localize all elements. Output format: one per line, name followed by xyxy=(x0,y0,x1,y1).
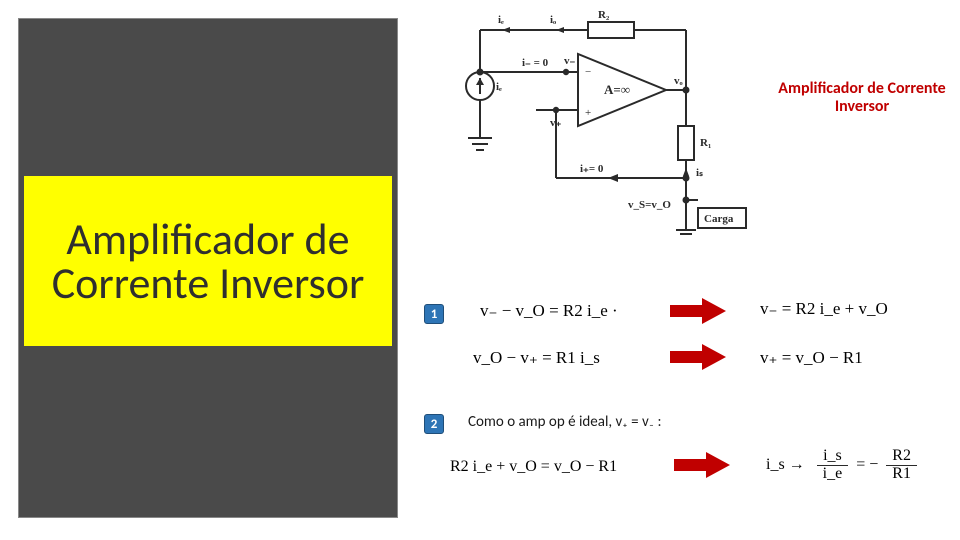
lbl-vplus: v₊ xyxy=(550,117,562,129)
arrow-3 xyxy=(674,452,730,478)
lbl-vs: v_S=v_O xyxy=(628,199,671,211)
step-badge-1-n: 1 xyxy=(431,307,438,322)
lbl-iminus: i₋ = 0 xyxy=(522,57,549,69)
svg-text:−: − xyxy=(585,66,591,78)
step-badge-2-n: 2 xyxy=(431,417,438,432)
eq-2b: i_s → i_s i_e = − R2 R1 xyxy=(766,448,917,483)
eq-2a: R2 i_e + v_O = v_O − R1 xyxy=(450,458,617,476)
eq-1c: v_O − v₊ = R1 i_s xyxy=(473,348,600,368)
eq-2b-prefix: i_s → xyxy=(766,456,805,473)
slide-root: Amplificador de Corrente Inversor Amplif… xyxy=(0,0,960,540)
eq-2b-den-l: i_e xyxy=(817,466,849,483)
header-label: Amplificador de Corrente Inversor xyxy=(776,80,948,115)
eq-2b-eq: = − xyxy=(852,456,882,473)
circuit-svg: − + xyxy=(438,8,758,238)
circuit-diagram: − + xyxy=(438,8,758,238)
eq-1d: v₊ = v_O − R1 xyxy=(760,348,863,368)
lbl-io-top: iₒ xyxy=(550,14,556,26)
eq-2b-num-r: R2 xyxy=(886,448,917,466)
svg-text:+: + xyxy=(585,107,591,119)
header-label-text: Amplificador de Corrente Inversor xyxy=(778,79,945,116)
lbl-iplus: i₊= 0 xyxy=(580,163,604,175)
lbl-carga: Carga xyxy=(704,213,734,225)
arrow-1 xyxy=(670,298,726,324)
lbl-R1: R₁ xyxy=(700,137,711,149)
eq-2b-den-r: R1 xyxy=(886,466,917,483)
title-block: Amplificador de Corrente Inversor xyxy=(24,176,392,346)
step-badge-2: 2 xyxy=(424,414,444,434)
eq-2b-frac-right: R2 R1 xyxy=(886,448,917,483)
eq-1a: v₋ − v_O = R2 i_e · xyxy=(480,301,618,321)
lbl-vminus: v₋ xyxy=(564,55,576,67)
lbl-A: A=∞ xyxy=(604,82,630,97)
lbl-src: iₑ xyxy=(496,81,502,93)
note-step2: Como o amp op é ideal, v₊ = v₋ : xyxy=(468,413,662,431)
lbl-R2: R₂ xyxy=(598,9,610,21)
step-badge-1: 1 xyxy=(424,304,444,324)
lbl-is: iₛ xyxy=(696,167,703,179)
eq-2b-frac-left: i_s i_e xyxy=(817,448,849,483)
lbl-vo: vₒ xyxy=(674,75,683,87)
arrow-2 xyxy=(670,344,726,370)
eq-1b: v₋ = R2 i_e + v_O xyxy=(760,299,888,319)
title-text: Amplificador de Corrente Inversor xyxy=(24,217,392,305)
lbl-ie-top: iₑ xyxy=(498,14,504,26)
eq-2b-num-l: i_s xyxy=(817,448,849,466)
